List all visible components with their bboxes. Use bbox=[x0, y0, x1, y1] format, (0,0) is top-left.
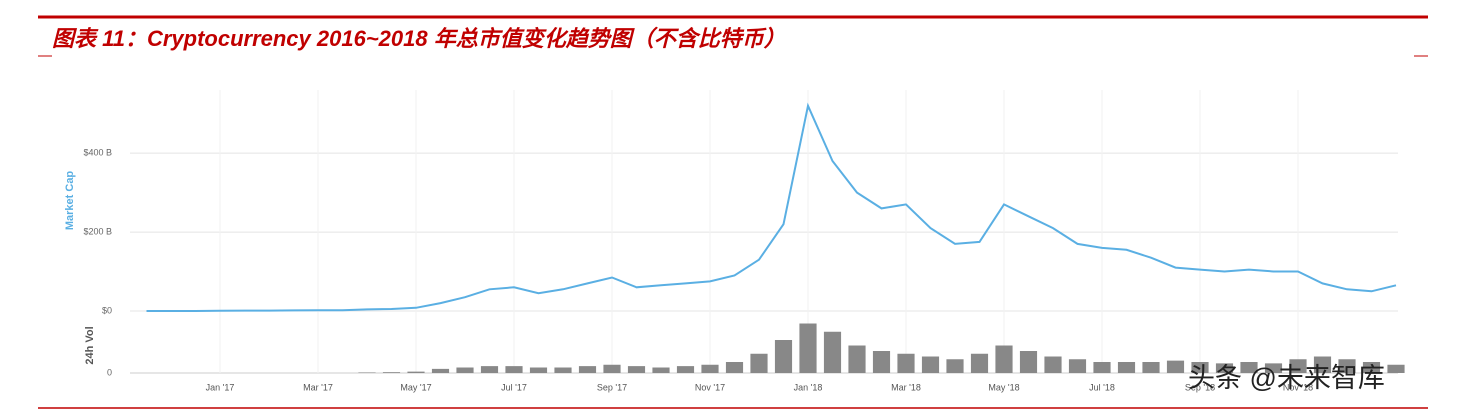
volume-bar bbox=[774, 340, 793, 373]
volume-bar bbox=[578, 366, 597, 373]
volume-bar bbox=[1044, 356, 1062, 373]
chart-title: 图表 11：Cryptocurrency 2016~2018 年总市值变化趋势图… bbox=[52, 26, 786, 51]
x-tick-label: May '17 bbox=[400, 382, 431, 392]
volume-bar bbox=[407, 371, 425, 373]
volume-bar bbox=[1019, 351, 1038, 373]
x-tick-label: Nov '17 bbox=[695, 382, 725, 392]
volume-bar bbox=[750, 353, 768, 373]
volume-bar bbox=[480, 366, 499, 373]
volume-bar bbox=[1264, 363, 1283, 373]
y-tick-label: $200 B bbox=[83, 226, 112, 236]
volume-bar bbox=[701, 364, 719, 373]
x-tick-label: Jul '18 bbox=[1089, 382, 1115, 392]
volume-bar bbox=[627, 366, 646, 373]
x-tick-label: May '18 bbox=[988, 382, 1019, 392]
volume-bar bbox=[1338, 359, 1356, 373]
volume-bar bbox=[554, 367, 572, 373]
volume-bar bbox=[848, 345, 866, 373]
volume-bar bbox=[505, 366, 523, 373]
volume-bar bbox=[382, 372, 401, 373]
x-tick-label: Mar '18 bbox=[891, 382, 921, 392]
x-tick-label: Sep '17 bbox=[597, 382, 627, 392]
volume-bar bbox=[799, 323, 817, 373]
volume-bar bbox=[1191, 362, 1209, 373]
volume-bar bbox=[1142, 362, 1160, 373]
volume-bar bbox=[1215, 363, 1234, 373]
market-cap-line bbox=[146, 102, 1397, 312]
volume-bar bbox=[1068, 359, 1087, 373]
x-tick-label: Mar '17 bbox=[303, 382, 333, 392]
volume-bar bbox=[897, 353, 915, 373]
x-tick-label: Jan '17 bbox=[206, 382, 235, 392]
volume-bar bbox=[1289, 359, 1307, 373]
y2-tick-label: 0 bbox=[107, 367, 112, 377]
volume-bar bbox=[431, 368, 450, 373]
volume-bar bbox=[676, 366, 695, 373]
x-tick-label: Jan '18 bbox=[794, 382, 823, 392]
volume-bar bbox=[456, 367, 474, 373]
volume-bar bbox=[823, 331, 842, 373]
volume-bar bbox=[603, 364, 621, 373]
volume-bar bbox=[1166, 360, 1185, 373]
volume-bar bbox=[1093, 362, 1111, 373]
volume-bar bbox=[970, 353, 989, 373]
volume-bar bbox=[921, 356, 940, 373]
y2-axis-label: 24h Vol bbox=[84, 326, 96, 364]
volume-bar bbox=[358, 372, 376, 373]
watermark: 头条 @未来智库 bbox=[1188, 363, 1385, 393]
x-tick-label: Jul '17 bbox=[501, 382, 527, 392]
x-tick-label: Sep '18 bbox=[1185, 382, 1215, 392]
y-axis-label: Market Cap bbox=[64, 171, 76, 231]
volume-bar bbox=[1117, 362, 1136, 373]
volume-bar bbox=[995, 345, 1013, 373]
volume-bar bbox=[946, 359, 964, 373]
volume-bar bbox=[1387, 364, 1405, 373]
volume-bar bbox=[1240, 362, 1258, 373]
volume-bar bbox=[1362, 362, 1381, 373]
volume-bar bbox=[872, 351, 891, 373]
volume-bar bbox=[1313, 356, 1332, 373]
y-tick-label: $400 B bbox=[83, 148, 112, 158]
x-tick-label: Nov '18 bbox=[1283, 382, 1313, 392]
volume-bar bbox=[529, 367, 548, 373]
y-tick-label: $0 bbox=[102, 305, 112, 315]
volume-bar bbox=[652, 367, 670, 373]
volume-bar bbox=[725, 362, 744, 373]
